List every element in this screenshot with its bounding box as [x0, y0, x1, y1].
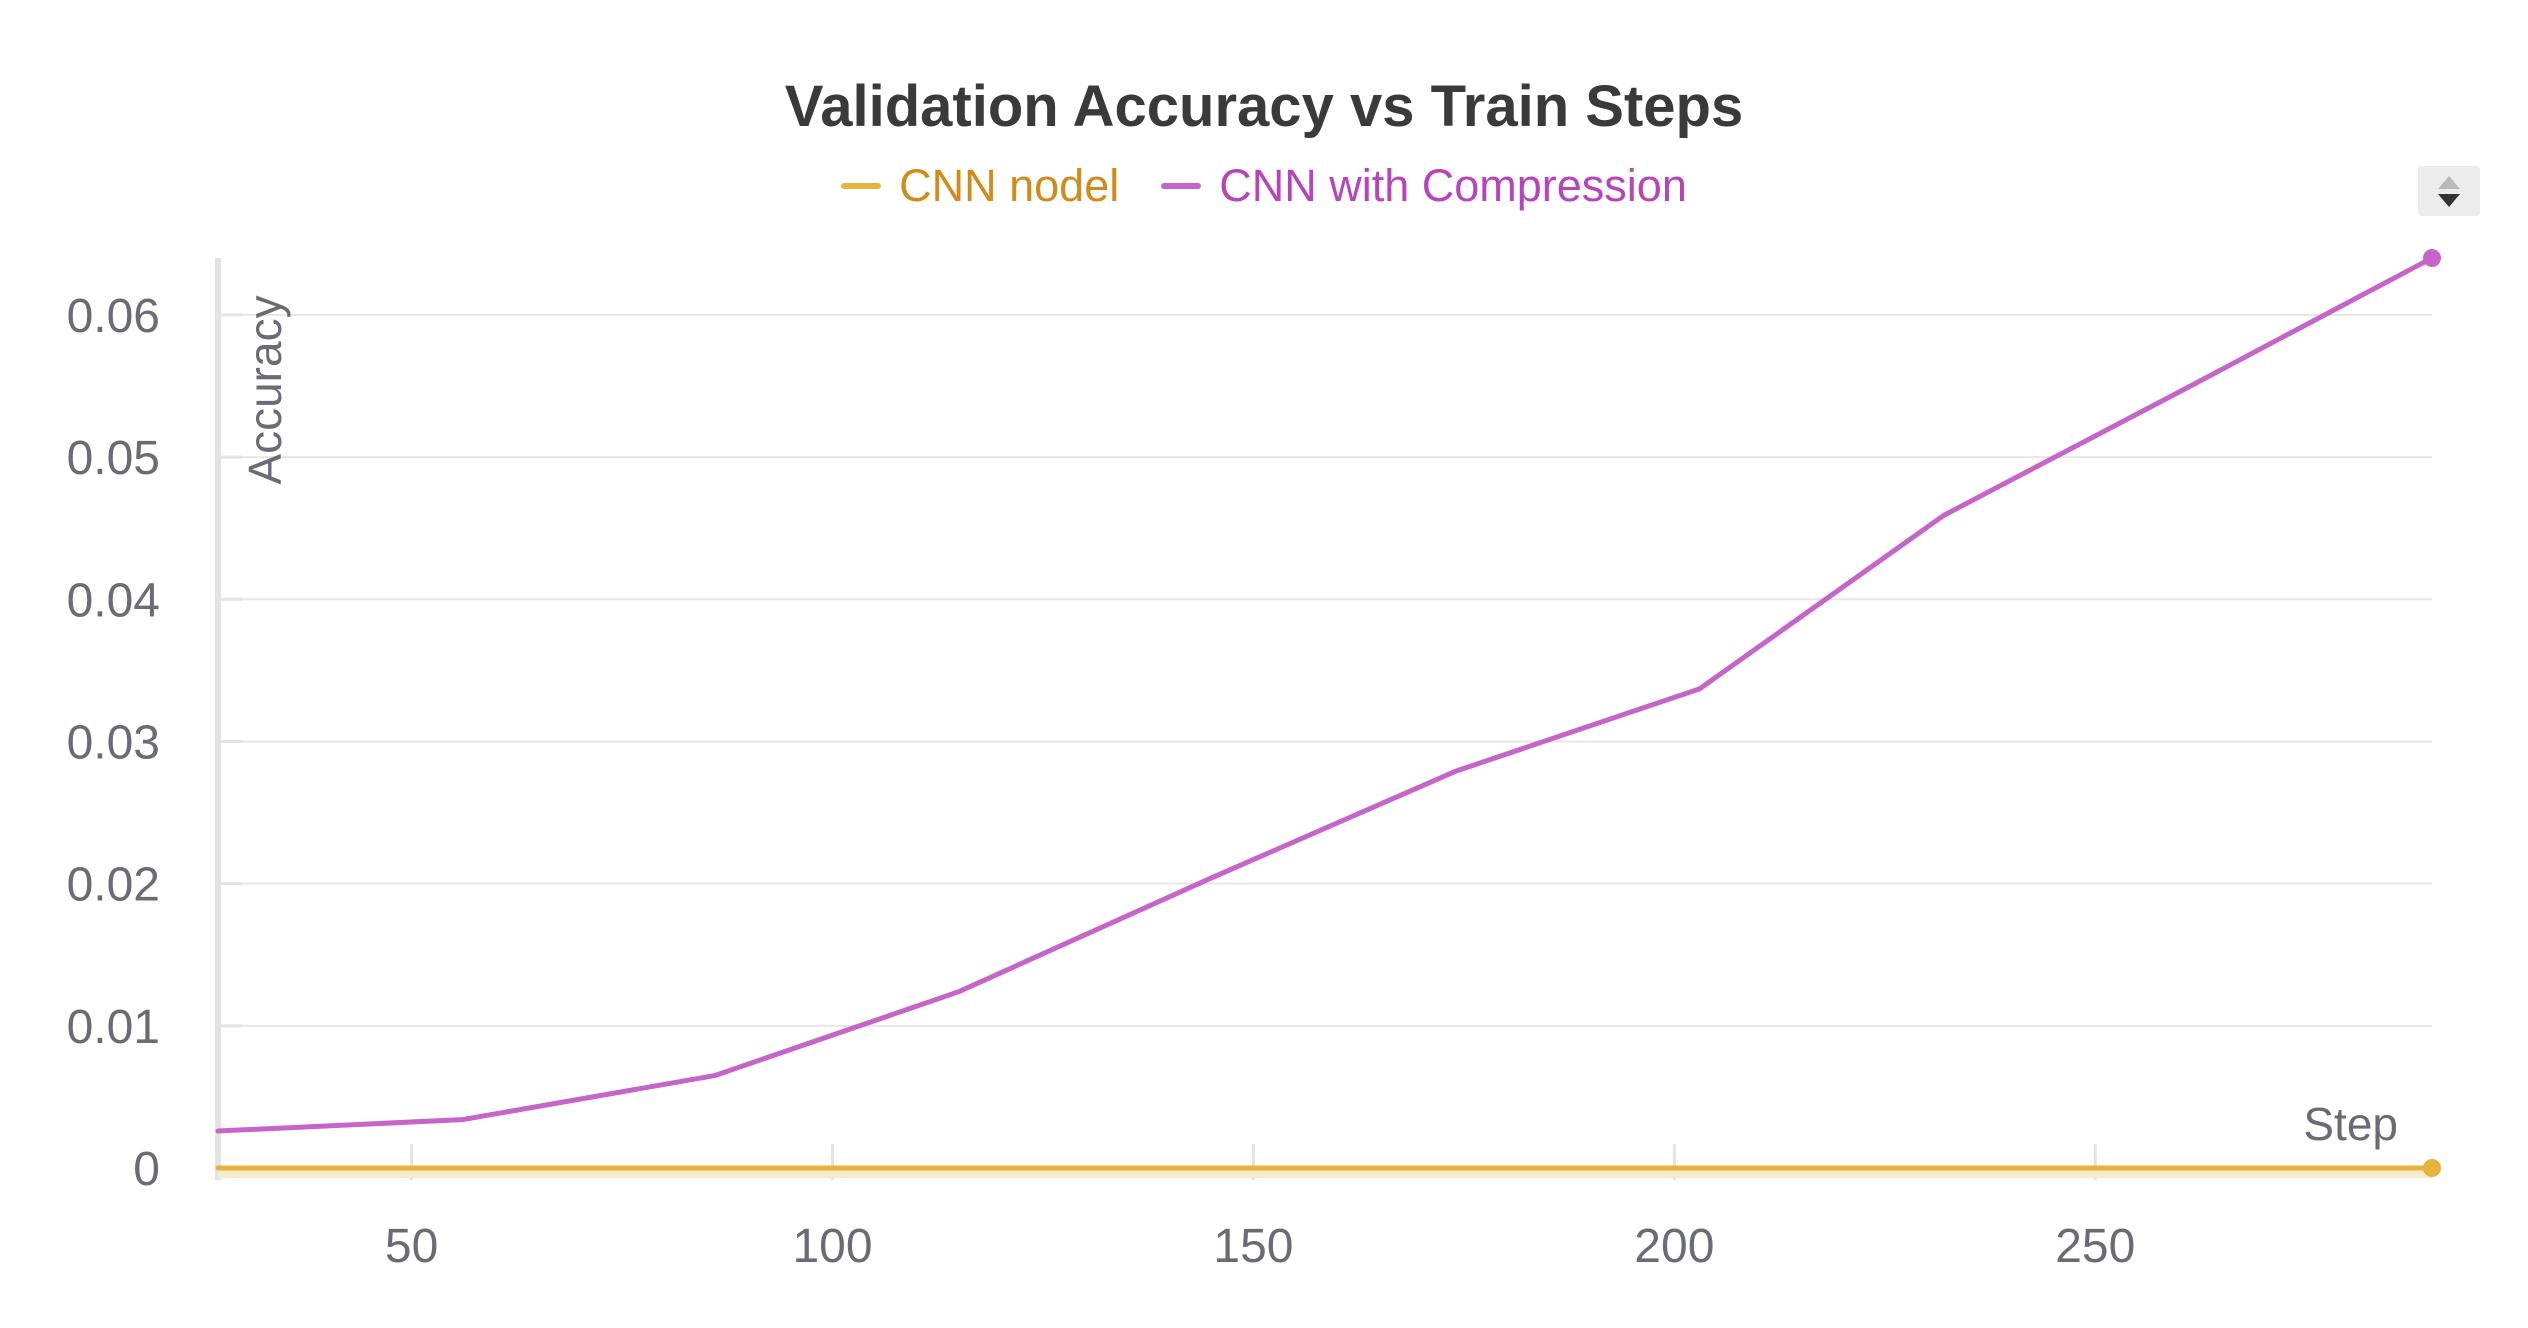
- legend-label-cnn-with-compression: CNN with Compression: [1219, 160, 1687, 211]
- sort-down-icon: [2438, 193, 2460, 207]
- x-tick-label: 100: [792, 1220, 872, 1273]
- series-endpoint[interactable]: [2423, 249, 2441, 267]
- y-tick-label: 0.04: [67, 574, 160, 627]
- chart-title: Validation Accuracy vs Train Steps: [785, 74, 1743, 139]
- x-tick-label: 200: [1634, 1220, 1714, 1273]
- y-tick-label: 0.06: [67, 290, 160, 343]
- sort-up-icon: [2438, 175, 2460, 189]
- y-tick-label: 0: [133, 1143, 160, 1196]
- x-tick-label: 50: [385, 1220, 438, 1273]
- legend-label-cnn-nodel: CNN nodel: [899, 160, 1120, 211]
- series-endpoint[interactable]: [2423, 1159, 2441, 1177]
- grid-lines: [218, 313, 2432, 1180]
- legend-swatch-cnn-with-compression: [1161, 183, 1202, 189]
- y-tick-label: 0.01: [67, 1001, 160, 1054]
- y-tick-label: 0.05: [67, 432, 160, 485]
- series-lines: [215, 249, 2441, 1178]
- legend-swatch-cnn-nodel: [841, 183, 882, 189]
- y-axis-label: Accuracy: [239, 295, 291, 484]
- x-tick-label: 250: [2055, 1220, 2135, 1273]
- legend: CNN nodel CNN with Compression: [0, 160, 2528, 212]
- x-tick-label: 150: [1213, 1220, 1293, 1273]
- y-tick-label: 0.02: [67, 859, 160, 912]
- series-line[interactable]: [215, 255, 2435, 1134]
- legend-item-cnn-with-compression[interactable]: CNN with Compression: [1161, 160, 1687, 212]
- sort-arrows-icon[interactable]: [2418, 166, 2480, 216]
- x-axis-label: Step: [2303, 1098, 2398, 1150]
- y-tick-label: 0.03: [67, 716, 160, 769]
- tick-labels: 0 0.01 0.02 0.03 0.04 0.05 0.06 50 100 150 200 250: [67, 290, 2136, 1273]
- legend-item-cnn-nodel[interactable]: CNN nodel: [841, 160, 1119, 212]
